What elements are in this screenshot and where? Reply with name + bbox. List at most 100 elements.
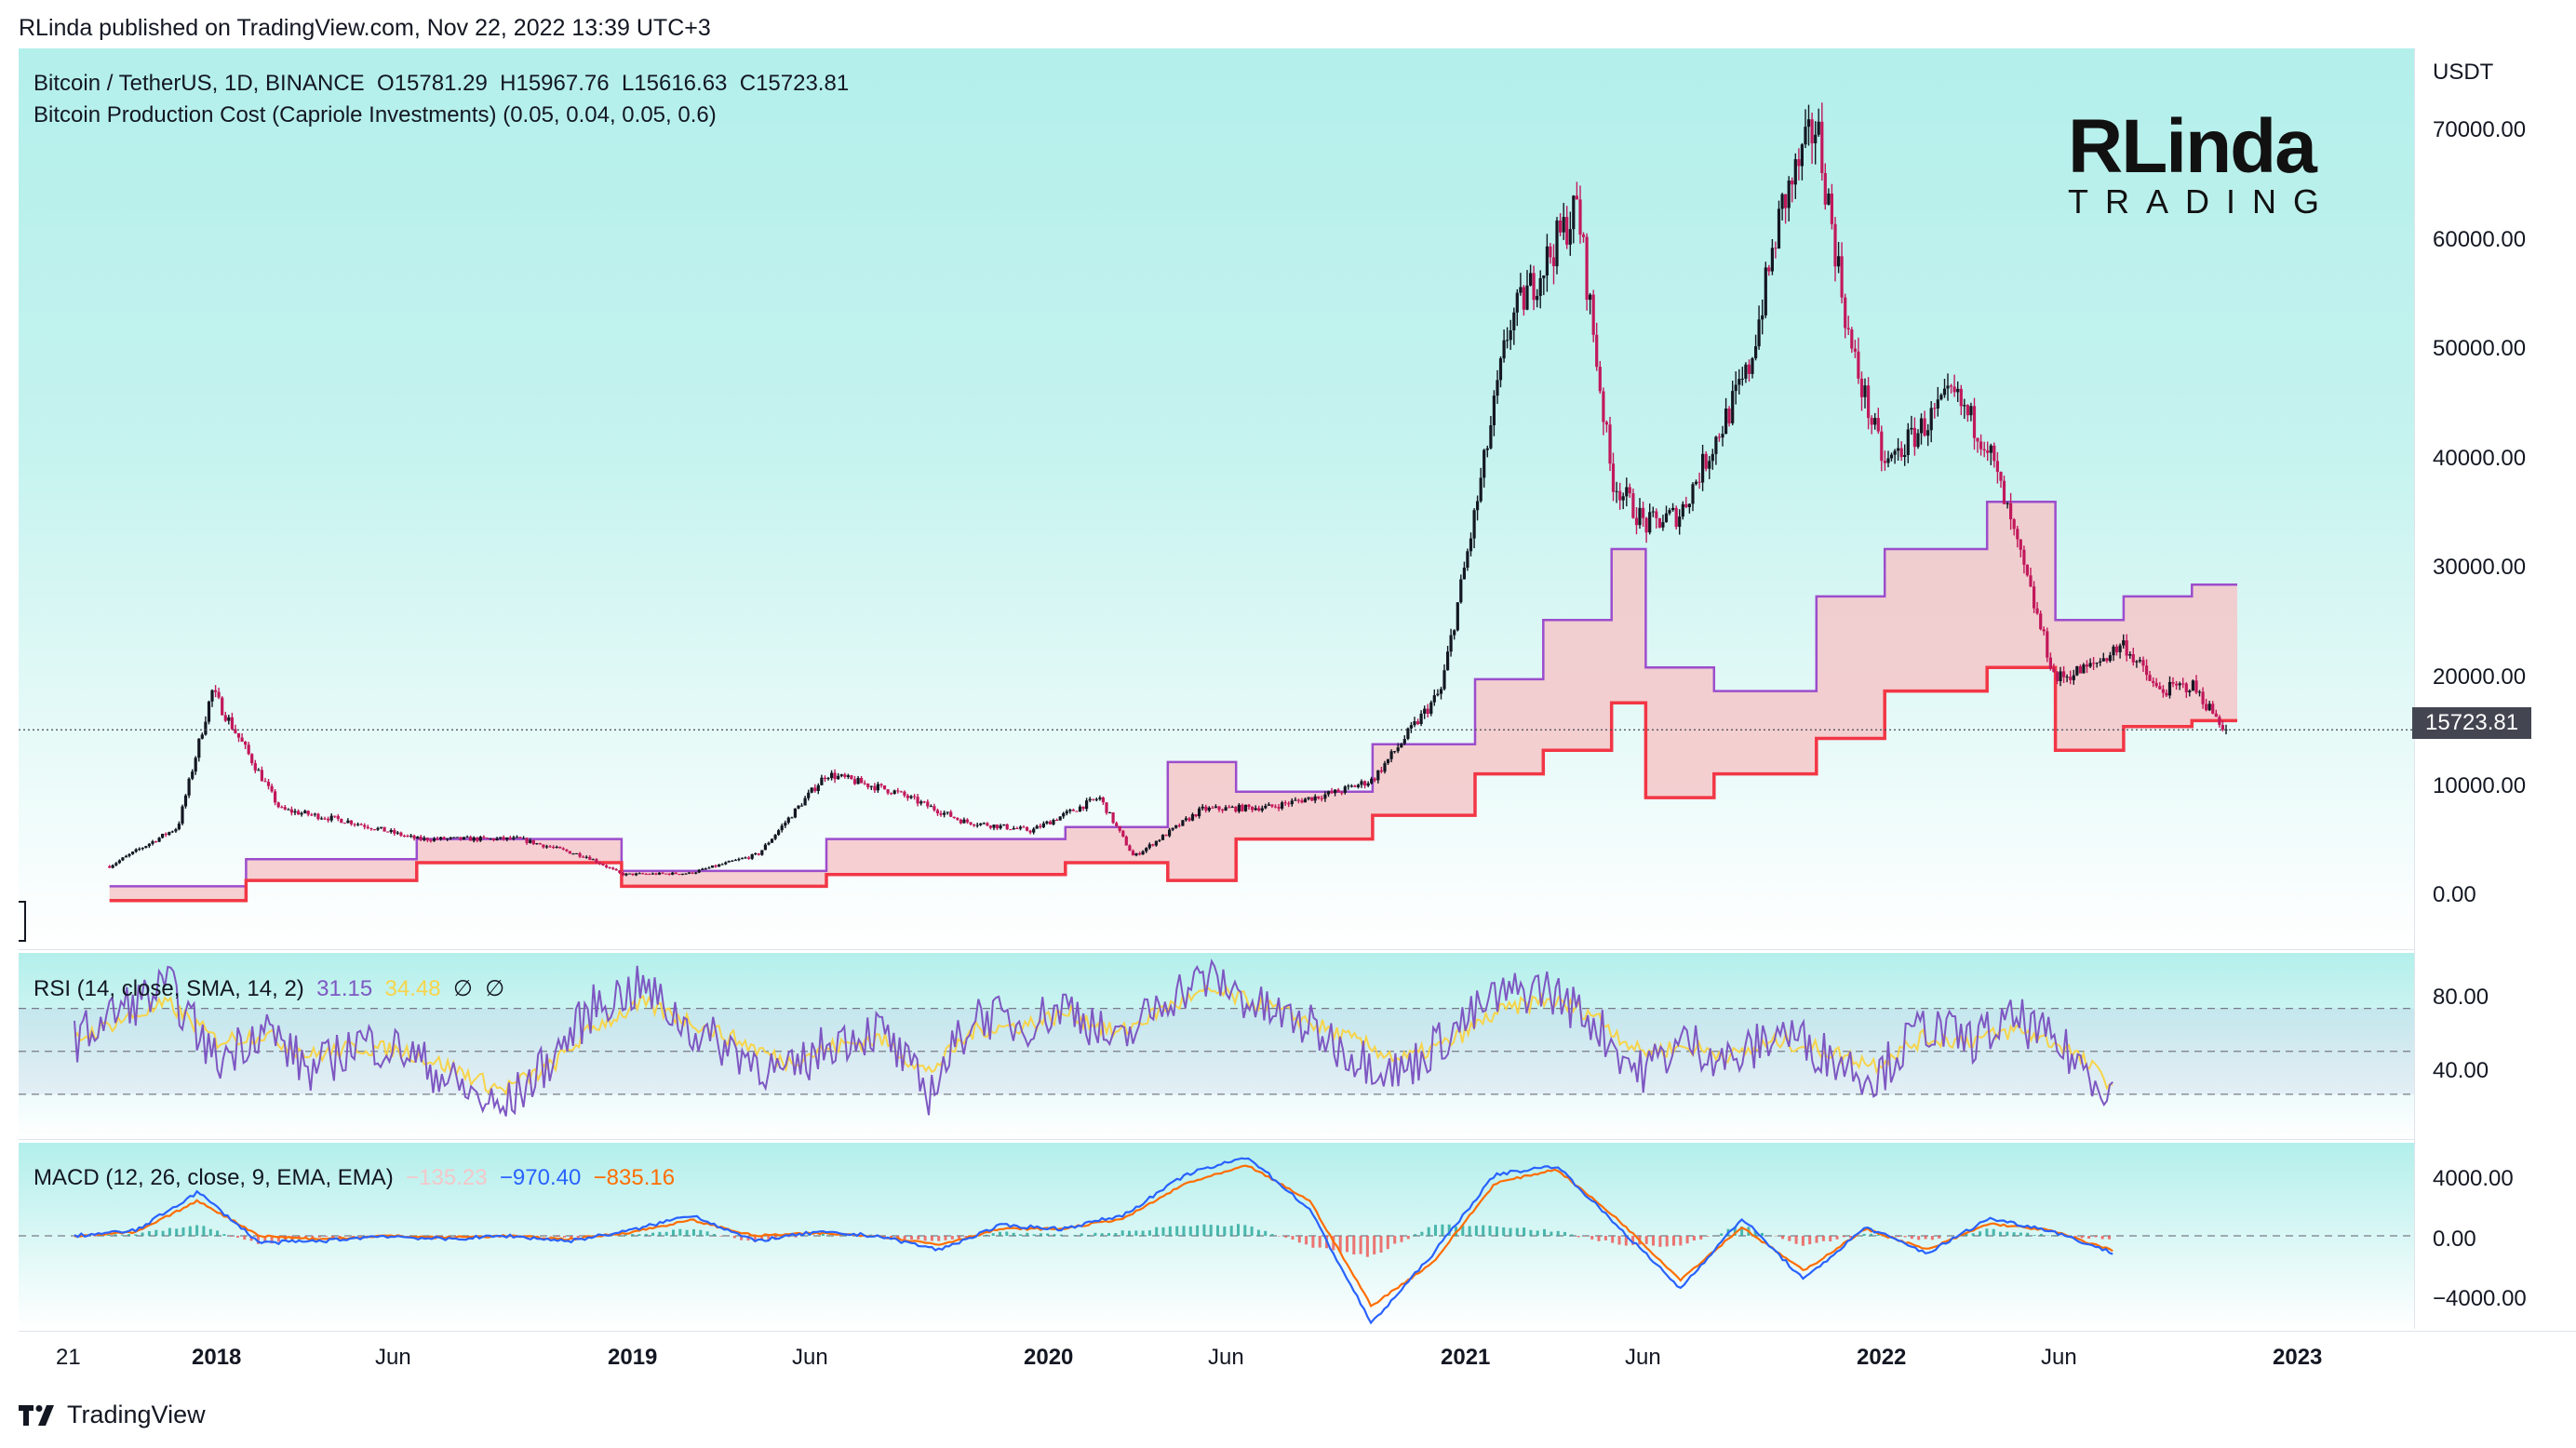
price-candle-body [584,856,588,858]
price-candle-body [943,812,946,815]
pane-separator[interactable] [19,1139,2576,1144]
price-candle-body [1303,798,1308,803]
macd-legend[interactable]: MACD (12, 26, close, 9, EMA, EMA) −135.2… [34,1165,675,1191]
cost-upper-line [109,500,2237,888]
price-candle-body [2197,691,2202,693]
price-candle-body [1602,391,1605,422]
price-candle-body [1767,267,1771,272]
price-axis[interactable] [2414,48,2576,1329]
price-candle-body [929,806,932,808]
time-axis[interactable] [19,1331,2576,1384]
price-candle-body [979,823,983,825]
symbol-legend[interactable]: Bitcoin / TetherUS, 1D, BINANCE O15781.2… [34,71,849,97]
price-candle-body [1966,405,1969,416]
macd-histogram-bar [1488,1226,1492,1236]
price-candle-body [1267,804,1270,806]
price-candle-body [1207,807,1211,811]
macd-histogram-bar [311,1236,315,1240]
price-candle-body [263,781,267,783]
price-candle-body [657,872,662,875]
price-candle-body [1559,220,1563,233]
scroll-marker[interactable] [19,901,26,942]
price-candle-body [1065,811,1068,814]
macd-histogram-bar [1474,1226,1478,1236]
price-candle-body [538,843,542,845]
macd-histogram-bar [719,1236,723,1237]
price-candle-body [1787,181,1791,208]
price-candle-body [522,838,526,839]
rsi-y-tick: 40.00 [2433,1058,2489,1083]
price-candle-body [935,810,940,813]
price-candle-body [446,838,449,840]
price-candle-body [257,770,261,771]
price-candle-body [396,832,399,834]
y-tick-label: 40000.00 [2433,446,2527,471]
macd-histogram-bar [1862,1233,1866,1236]
macd-histogram-bar [1346,1236,1348,1253]
macd-histogram-bar [1999,1231,2002,1236]
price-candle-body [2181,683,2185,685]
macd-histogram-bar [181,1227,185,1236]
indicator-legend[interactable]: Bitcoin Production Cost (Capriole Invest… [34,102,717,127]
price-candle-body [1085,800,1089,810]
price-candle-body [1406,728,1410,739]
price-candle-body [611,867,615,869]
price-candle-body [329,815,333,821]
price-candle-body [518,837,522,838]
price-candle-body [1506,340,1509,342]
macd-histogram-bar [1842,1236,1845,1238]
price-candle-body [525,838,529,843]
price-candle-body [654,873,658,875]
macd-histogram-bar [1903,1236,1907,1238]
price-candle-body [799,805,804,807]
tradingview-brand[interactable]: TradingView [19,1401,206,1429]
macd-histogram-bar [2006,1231,2009,1236]
price-candle-body [1211,807,1214,809]
price-candle-body [230,717,234,730]
price-candle-body [1247,804,1251,807]
rsi-legend[interactable]: RSI (14, close, SMA, 14, 2) 31.15 34.48 … [34,975,504,1002]
price-candle-body [1611,463,1616,492]
price-candle-body [127,853,131,856]
price-candle-body [988,825,992,828]
price-candle-body [161,834,165,838]
macd-histogram-bar [1393,1236,1397,1244]
macd-histogram-bar [1590,1236,1594,1240]
price-candle-body [1886,458,1890,463]
macd-histogram-bar [712,1234,716,1236]
macd-histogram-bar [991,1233,995,1236]
price-candle-body [860,778,864,784]
price-candle-body [1512,312,1516,330]
price-candle-body [1088,798,1092,801]
macd-histogram-bar [1910,1236,1913,1240]
ohlc-close: C15723.81 [739,71,850,96]
price-candle-body [419,837,423,840]
price-candle-body [627,873,632,875]
price-candle-body [1823,173,1827,205]
price-candle-body [1827,194,1831,205]
macd-histogram-bar [664,1231,668,1236]
macd-histogram-bar [1386,1236,1389,1250]
price-candle-body [1062,813,1066,817]
y-tick-label: 60000.00 [2433,227,2527,252]
price-candle-body [674,872,678,875]
price-candle-body [306,811,310,815]
pane-separator[interactable] [19,949,2576,954]
price-candle-body [462,837,466,840]
price-candle-body [1780,194,1784,209]
price-candle-body [1846,328,1850,330]
price-candle-body [1349,785,1353,787]
macd-histogram-bar [2012,1232,2016,1236]
price-candle-body [909,796,913,798]
price-candle-body [1950,385,1953,387]
price-candle-body [244,742,248,745]
price-candle-body [1549,246,1552,258]
price-candle-body [2012,519,2016,530]
macd-histogram-bar [1182,1226,1186,1236]
price-candle-body [1797,159,1801,167]
price-candle-body [342,823,346,825]
price-candle-body [992,825,996,828]
price-candle-body [780,825,784,831]
macd-histogram-bar [1658,1236,1662,1247]
